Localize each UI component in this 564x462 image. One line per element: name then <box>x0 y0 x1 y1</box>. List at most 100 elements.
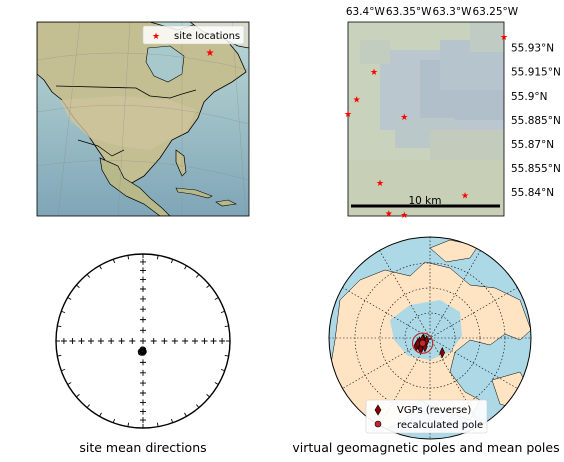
stereonet-rim-tick <box>220 310 225 314</box>
stereonet-axis-cross <box>140 369 146 376</box>
stereonet-axis-cross <box>69 338 76 344</box>
zoom-site-star: ★ <box>500 33 508 43</box>
stereonet-axis-cross <box>140 327 146 334</box>
caribbean-islands <box>175 187 213 199</box>
stereonet-rim-tick <box>214 297 219 300</box>
zoom-site-star: ★ <box>370 68 378 78</box>
stereonet-axis-cross <box>140 399 146 406</box>
arctic-ocean <box>390 300 462 360</box>
us-mexico-border <box>77 139 125 157</box>
stereonet-rim-tick <box>76 284 80 288</box>
stereonet-direction-point <box>137 348 144 355</box>
stereonet-ticks <box>56 254 230 428</box>
polar-legend: VGPs (reverse) recalculated pole <box>365 399 488 434</box>
zoom-site-star: ★ <box>400 113 408 123</box>
zoom-site-star: ★ <box>376 179 384 189</box>
zoom-y-tick-label: 55.84°N <box>511 187 554 199</box>
us-interior <box>60 96 196 150</box>
legend-diamond-icon <box>374 404 382 416</box>
legend-circle-icon <box>374 420 382 428</box>
central-america-land <box>99 157 171 216</box>
stereonet-rim-tick <box>127 422 130 427</box>
stereonet-axis-cross <box>191 338 198 344</box>
stereonet-rim-tick <box>112 418 116 423</box>
stereonet-axis-cross <box>140 306 146 313</box>
stereonet-rim-tick <box>61 310 66 314</box>
stereonet-rim-tick <box>206 394 210 398</box>
stereonet-axis-cross <box>140 276 146 283</box>
zoom-x-tick-label: 63.3°W <box>432 6 472 18</box>
stereonet-rim-tick <box>184 265 187 270</box>
stereonet-rim-tick <box>206 284 210 288</box>
zoom-y-tick-label: 55.87°N <box>511 139 554 151</box>
us-canada-border <box>55 85 197 99</box>
stereonet-axis-cross <box>78 338 85 344</box>
stereonet-axis-cross <box>140 417 146 424</box>
polar-points <box>411 332 445 359</box>
stereonet-rim-tick <box>196 404 200 408</box>
stereonet-axis-cross <box>140 389 146 396</box>
equal-area-stereonet: site mean directions <box>55 253 231 455</box>
stereonet-rim-tick <box>170 259 174 264</box>
zoom-site-star: ★ <box>400 211 408 221</box>
stereonet-rim-tick <box>196 274 200 278</box>
zoom-y-ticks: 55.93°N 55.915°N 55.9°N 55.885°N 55.87°N 55.8… <box>511 43 561 199</box>
polar-boundary <box>328 236 532 440</box>
stereonet-rim-tick <box>86 274 90 278</box>
zoom-site-points: ★★★★ ★★★ ★★ <box>344 33 508 221</box>
zoom-y-tick-label: 55.855°N <box>511 163 561 175</box>
zoom-site-star: ★ <box>461 192 469 202</box>
stereonet-rim-tick <box>156 255 159 260</box>
zoom-y-tick-label: 55.93°N <box>511 43 554 55</box>
zoom-site-star: ★ <box>353 95 361 105</box>
stereonet-rim-tick <box>156 422 159 427</box>
stereonet-axis-cross <box>118 338 125 344</box>
stereonet-axis-cross <box>129 338 136 344</box>
stereonet-rim-tick <box>67 297 72 300</box>
na-legend-label: site locations <box>174 31 240 42</box>
vgp-point <box>439 346 445 359</box>
pole-confidence-circle <box>411 332 434 354</box>
stereonet-axis-cross <box>210 338 217 344</box>
stereonet-axis-cross <box>88 338 95 344</box>
site-star-na: ★ <box>206 48 215 59</box>
stereonet-points <box>137 346 147 356</box>
stereonet-axis-cross <box>150 338 157 344</box>
stereonet-rim-tick <box>57 325 62 328</box>
north-america-map: ★ ★ site locations <box>36 21 250 217</box>
stereonet-axis-cross <box>182 338 189 344</box>
polar-legend-label-1: recalculated pole <box>397 420 483 431</box>
na-legend: ★ site locations <box>142 25 245 45</box>
site-zoom-map: 63.4°W 63.35°W 63.3°W 63.25°W 55.93°N 55.915… <box>344 6 561 221</box>
zoom-x-tick-label: 63.25°W <box>472 6 518 18</box>
scale-bar-label: 10 km <box>408 195 441 207</box>
zoom-x-ticks: 63.4°W 63.35°W 63.3°W 63.25°W <box>346 6 519 18</box>
legend-star-icon: ★ <box>152 32 160 42</box>
stereonet-axis-cross <box>108 338 115 344</box>
stereonet-axis-cross <box>97 338 104 344</box>
stereonet-axis-cross <box>140 267 146 274</box>
zoom-x-tick-label: 63.4°W <box>346 6 386 18</box>
stereonet-axis-cross <box>140 286 146 293</box>
zoom-y-tick-label: 55.9°N <box>511 91 547 103</box>
stereonet-axis-cross <box>140 295 146 302</box>
hudson-bay <box>145 45 185 83</box>
stereonet-axis-cross <box>60 338 67 344</box>
stereonet-rim-tick <box>224 325 229 328</box>
stereonet-axis-cross <box>140 258 146 265</box>
stereonet-rim-tick <box>112 259 116 264</box>
stereonet-axis-cross <box>201 338 208 344</box>
stereonet-axis-cross <box>161 338 168 344</box>
zoom-y-tick-label: 55.915°N <box>511 67 561 79</box>
stereonet-rim-tick <box>67 382 72 385</box>
stereonet-axis-cross <box>140 380 146 387</box>
stereonet-caption: site mean directions <box>79 440 206 455</box>
polar-caption: virtual geomagnetic poles and mean poles <box>292 440 559 455</box>
stereonet-rim-tick <box>220 368 225 372</box>
scale-bar: 10 km <box>351 195 500 208</box>
stereonet-rim-tick <box>86 404 90 408</box>
satellite-imagery <box>348 22 504 216</box>
stereonet-rim-tick <box>224 354 229 357</box>
stereonet-center-cross <box>140 338 146 344</box>
